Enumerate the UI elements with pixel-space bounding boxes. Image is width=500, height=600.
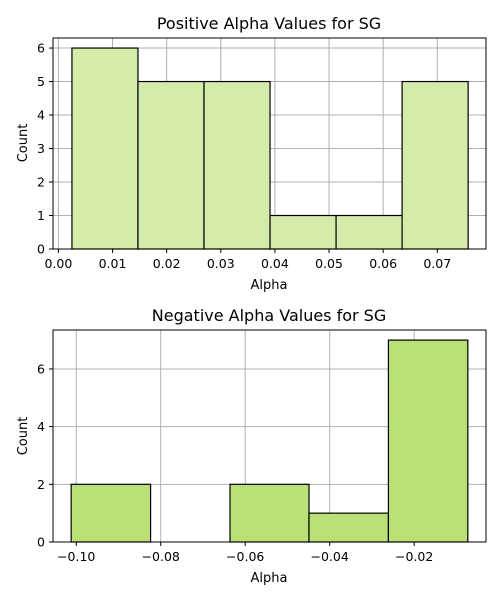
x-tick-label: 0.04 [261, 256, 289, 271]
negative-alpha-histogram: Negative Alpha Values for SG Alpha Count… [16, 306, 487, 586]
x-tick-label: −0.06 [226, 549, 264, 564]
histogram-bar [308, 512, 390, 543]
histogram-bar [71, 47, 139, 250]
x-tick-label: −0.04 [311, 549, 349, 564]
x-tick-label: 0.07 [423, 256, 451, 271]
plot-frame [52, 37, 487, 250]
y-ticks: 0 1 2 3 4 5 6 [37, 41, 53, 257]
histogram-bar [269, 214, 337, 250]
y-tick-label: 1 [37, 208, 45, 223]
x-tick-label: 0.05 [315, 256, 343, 271]
histogram-bar [203, 80, 271, 250]
x-axis-label: Alpha [251, 571, 288, 586]
y-axis-label: Count [16, 124, 31, 163]
histogram-bar [401, 80, 469, 250]
y-axis-label: Count [16, 417, 31, 456]
x-tick-label: 0.02 [153, 256, 181, 271]
x-tick-label: 0.03 [207, 256, 235, 271]
x-ticks: −0.10 −0.08 −0.06 −0.04 −0.02 [57, 542, 433, 564]
y-tick-label: 3 [37, 141, 45, 156]
positive-alpha-histogram: Positive Alpha Values for SG Alpha Count… [16, 14, 487, 293]
histogram-bar [70, 483, 152, 543]
y-tick-label: 2 [37, 175, 45, 190]
chart-title: Positive Alpha Values for SG [157, 14, 381, 33]
y-ticks: 0 2 4 6 [37, 361, 53, 550]
y-tick-label: 0 [37, 535, 45, 550]
x-ticks: 0.00 0.01 0.02 0.03 0.04 0.05 0.06 0.07 [44, 249, 451, 271]
y-tick-label: 6 [37, 41, 45, 56]
plot-frame [52, 329, 487, 543]
y-tick-label: 4 [37, 419, 45, 434]
histogram-bar [387, 339, 469, 543]
x-tick-label: −0.08 [142, 549, 180, 564]
x-tick-label: 0.06 [369, 256, 397, 271]
x-axis-label: Alpha [251, 278, 288, 293]
y-tick-label: 2 [37, 477, 45, 492]
x-tick-label: −0.02 [395, 549, 433, 564]
y-tick-label: 5 [37, 74, 45, 89]
histogram-bar [335, 214, 403, 250]
x-tick-label: −0.10 [57, 549, 95, 564]
x-tick-label: 0.00 [44, 256, 72, 271]
histogram-bar [137, 80, 205, 250]
y-tick-label: 6 [37, 361, 45, 376]
y-tick-label: 0 [37, 242, 45, 257]
y-tick-label: 4 [37, 108, 45, 123]
chart-title: Negative Alpha Values for SG [152, 306, 386, 325]
bars [71, 47, 469, 250]
bars [70, 339, 469, 543]
x-tick-label: 0.01 [99, 256, 127, 271]
histogram-bar [229, 483, 310, 543]
